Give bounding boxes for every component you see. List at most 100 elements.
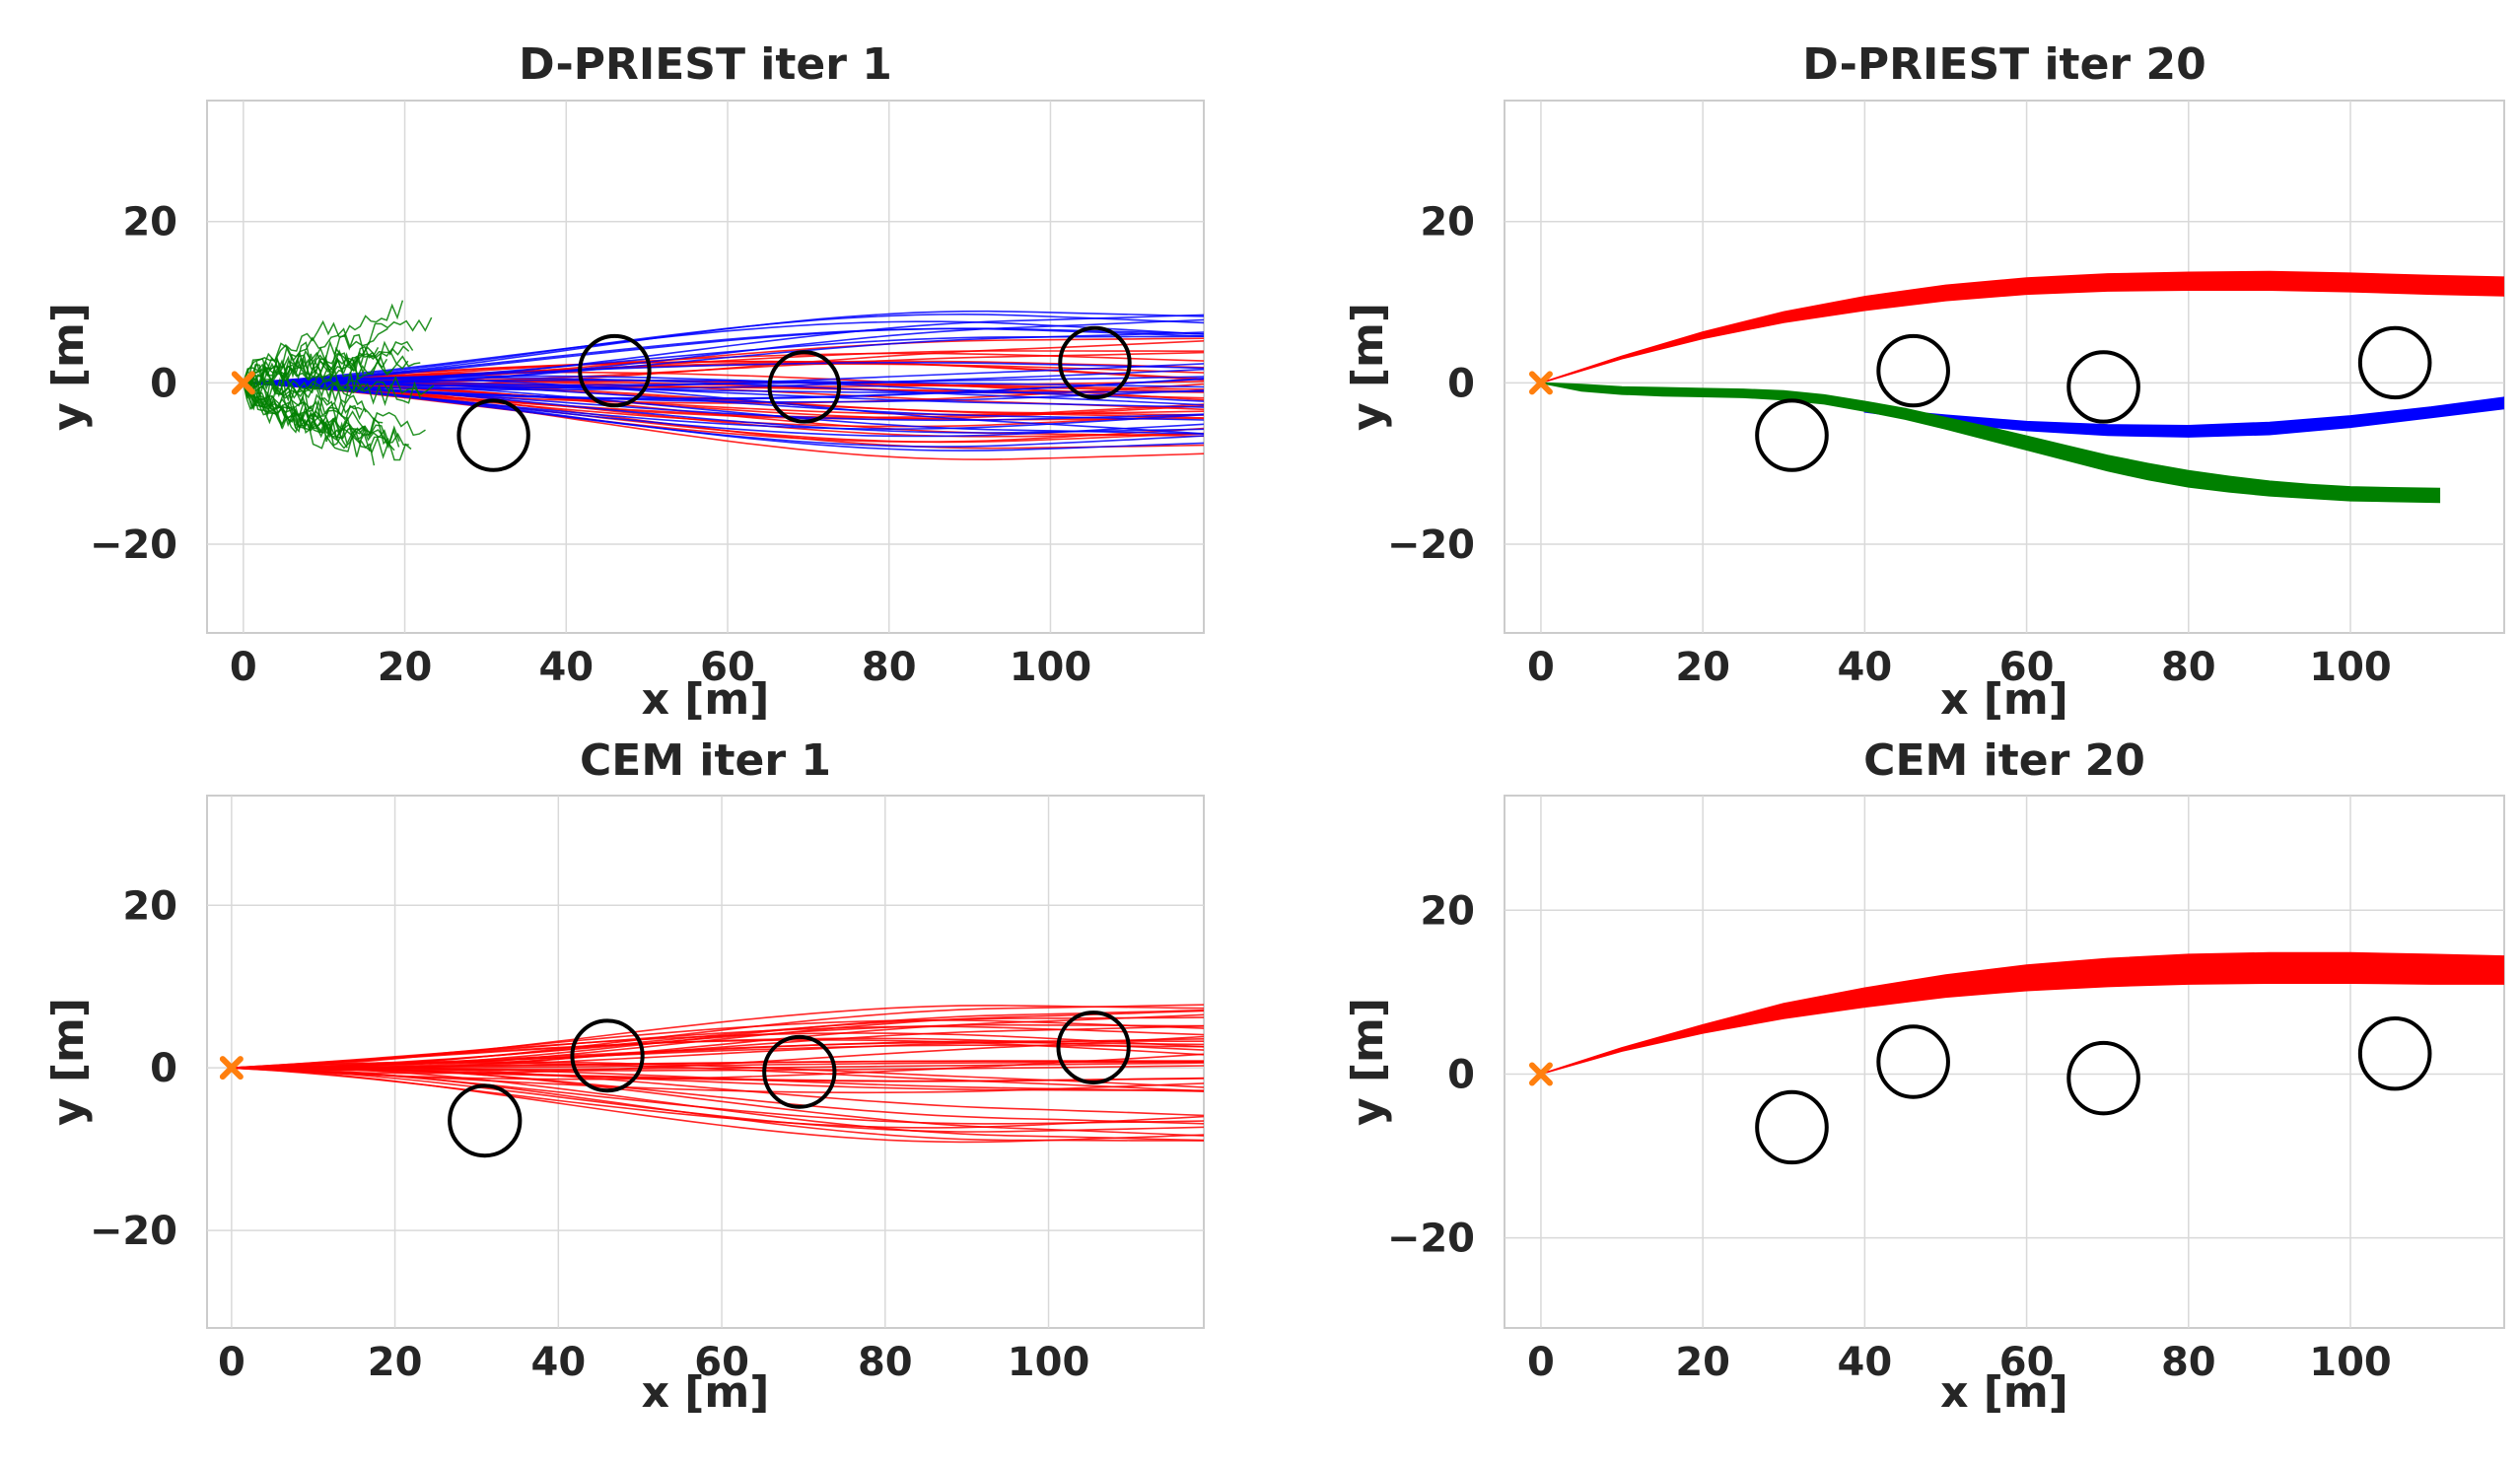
sample-line — [243, 354, 409, 388]
x-tick-label: 60 — [700, 645, 755, 690]
sample-line — [243, 318, 1204, 385]
obstacle-1 — [1755, 1089, 1829, 1165]
x-tick-label: 40 — [1838, 645, 1893, 690]
sample-line — [243, 314, 1204, 385]
panel-2: 0 20 40 60 80 100 −20 0 20 D-PRIEST iter 20 x [m] y… — [1343, 39, 2505, 725]
obstacle-2 — [1876, 333, 1950, 408]
panel-1: 0 20 40 60 80 100 −20 0 20 D-PRIEST iter 1 x [m] y … — [43, 39, 1205, 725]
sample-line — [231, 1065, 1204, 1137]
start-marker — [1528, 1062, 1553, 1086]
chart-title: CEM iter 1 — [580, 735, 831, 786]
x-tick-label: 0 — [1527, 645, 1555, 690]
obstacle-3 — [767, 350, 841, 424]
x-axis-label: x [m] — [1940, 674, 2068, 725]
obstacle-2 — [1876, 1024, 1950, 1099]
sample-line — [243, 382, 400, 450]
y-tick-label: 20 — [122, 200, 177, 245]
sample-line — [231, 1067, 1204, 1082]
chart-title: D-PRIEST iter 1 — [519, 39, 892, 90]
obstacle-4 — [1056, 1011, 1131, 1085]
sample-line — [231, 1067, 1204, 1091]
obstacle-3 — [2066, 1040, 2140, 1116]
sample-line — [243, 368, 1204, 391]
sample-line — [243, 356, 393, 389]
series-band-red-band — [1540, 951, 2504, 1076]
y-tick-label: 20 — [122, 883, 177, 929]
y-tick-label: −20 — [1387, 523, 1475, 568]
sample-line — [243, 369, 359, 394]
y-tick-label: 20 — [1420, 200, 1475, 245]
y-axis-label: y [m] — [1343, 303, 1393, 431]
obstacle-2 — [570, 1018, 645, 1093]
x-tick-label: 80 — [862, 645, 917, 690]
sample-line — [243, 381, 367, 418]
x-tick-label: 0 — [230, 645, 257, 690]
x-tick-label: 0 — [218, 1340, 245, 1385]
y-tick-label: 0 — [150, 361, 177, 406]
sample-line — [243, 381, 1204, 421]
sample-line — [243, 300, 404, 383]
obstacle-4 — [2357, 325, 2432, 400]
start-marker — [1528, 371, 1553, 395]
sample-line — [243, 346, 366, 384]
x-tick-label: 80 — [2161, 1340, 2216, 1385]
plot-area — [1540, 951, 2504, 1165]
x-tick-label: 60 — [694, 1340, 749, 1385]
chart-title: CEM iter 20 — [1863, 735, 2145, 786]
sample-line — [243, 382, 1204, 434]
obstacle-4 — [2357, 1015, 2432, 1091]
obstacle-4 — [1058, 325, 1132, 400]
x-tick-label: 100 — [2309, 1340, 2392, 1385]
sample-line — [231, 1035, 1204, 1075]
sample-line — [231, 1005, 1204, 1069]
x-tick-label: 60 — [1999, 1340, 2055, 1385]
y-tick-label: 20 — [1420, 888, 1475, 934]
y-axis-label: y [m] — [43, 303, 94, 431]
sample-line — [243, 327, 1204, 384]
panel-4: 0 20 40 60 80 100 −20 0 20 CEM iter 20 x [m] y [m] — [1343, 735, 2505, 1418]
sample-line — [243, 375, 1204, 402]
sample-line — [231, 1067, 1204, 1133]
x-tick-label: 100 — [1010, 645, 1092, 690]
plot-area — [1540, 270, 2504, 504]
sample-line — [243, 327, 1204, 384]
sample-line — [243, 383, 409, 446]
x-tick-label: 100 — [1008, 1340, 1090, 1385]
sample-line — [231, 1060, 1204, 1069]
series-band-blue-band — [1863, 396, 2504, 438]
panel-3: 0 20 40 60 80 100 −20 0 20 CEM iter 1 x [m] y [m] — [43, 735, 1205, 1418]
plot-area — [243, 300, 1204, 472]
sample-line — [243, 382, 1204, 438]
plot-area — [231, 1004, 1204, 1158]
x-tick-label: 20 — [1675, 1340, 1730, 1385]
x-tick-label: 60 — [1999, 645, 2055, 690]
y-tick-label: −20 — [90, 1209, 177, 1254]
y-axis-label: y [m] — [1343, 998, 1393, 1126]
obstacle-1 — [448, 1083, 523, 1158]
y-tick-label: −20 — [1387, 1217, 1475, 1262]
x-tick-label: 100 — [2309, 645, 2392, 690]
sample-line — [231, 1067, 1204, 1144]
y-tick-label: 0 — [1447, 361, 1475, 406]
x-tick-label: 20 — [368, 1340, 423, 1385]
series-band-red-band — [1540, 270, 2504, 384]
x-tick-label: 20 — [1675, 645, 1730, 690]
start-marker — [219, 1056, 244, 1081]
y-tick-label: 0 — [150, 1046, 177, 1091]
x-tick-label: 20 — [378, 645, 433, 690]
start-marker — [231, 371, 255, 395]
obstacle-2 — [578, 333, 652, 408]
x-tick-label: 40 — [1838, 1340, 1893, 1385]
obstacle-1 — [456, 398, 530, 472]
sample-line — [243, 313, 1204, 384]
y-tick-label: 0 — [1447, 1052, 1475, 1097]
x-tick-label: 80 — [2161, 645, 2216, 690]
x-tick-label: 40 — [538, 645, 594, 690]
obstacle-3 — [2066, 350, 2140, 424]
obstacle-3 — [762, 1034, 837, 1109]
chart-title: D-PRIEST iter 20 — [1802, 39, 2205, 90]
x-axis-label: x [m] — [642, 674, 770, 725]
series-band-green-band — [1540, 382, 2441, 504]
x-tick-label: 80 — [858, 1340, 913, 1385]
